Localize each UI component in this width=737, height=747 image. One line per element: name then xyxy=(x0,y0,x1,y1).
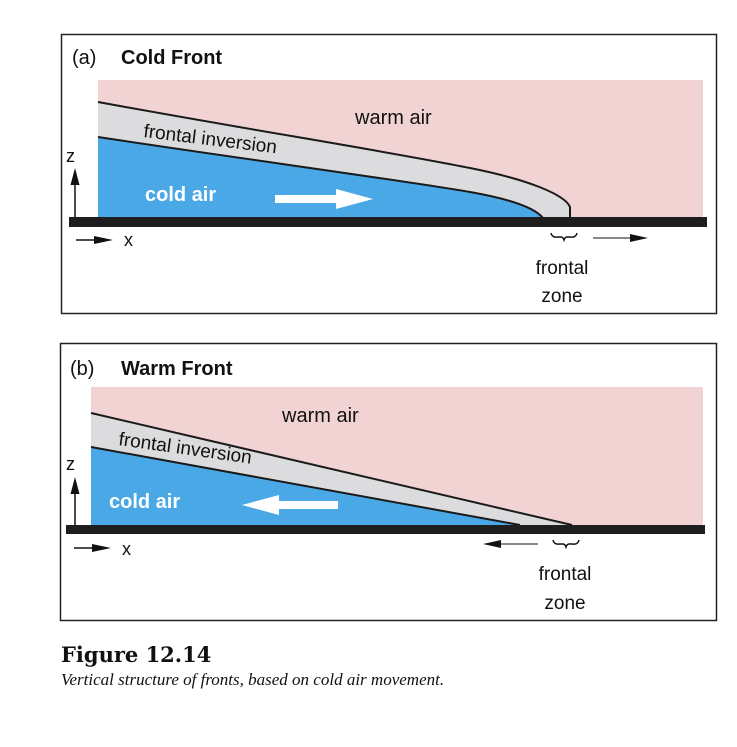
z-axis-arrow-icon xyxy=(70,477,80,525)
frontal-zone-brace-icon xyxy=(552,539,580,550)
x-axis-arrow-icon xyxy=(74,544,111,552)
warm-air-label: warm air xyxy=(354,107,432,129)
x-axis-label: x xyxy=(122,539,131,559)
cold-air-arrow-left-icon xyxy=(242,495,338,515)
frontal-zone-label-line1: frontal xyxy=(536,258,589,279)
x-axis-arrow-icon xyxy=(76,236,113,244)
cold-air-label: cold air xyxy=(145,184,216,206)
cold-air-label: cold air xyxy=(109,491,180,513)
lower-front-boundary xyxy=(90,446,521,526)
z-axis-label: z xyxy=(66,146,75,166)
upper-front-boundary xyxy=(90,412,573,526)
figure-caption: Vertical structure of fronts, based on c… xyxy=(61,670,445,689)
panel-cold-front: (a) Cold Front warm air frontal inversio… xyxy=(60,33,718,315)
warm-air-label: warm air xyxy=(281,405,359,427)
lower-front-boundary xyxy=(97,136,544,219)
front-motion-arrow-right-icon xyxy=(593,234,648,242)
x-axis-label: x xyxy=(124,230,133,250)
z-axis-arrow-icon xyxy=(70,168,80,217)
figure-title: Figure 12.14 xyxy=(61,642,212,667)
z-axis-label: z xyxy=(66,454,75,474)
frontal-zone-label-line1: frontal xyxy=(539,564,592,585)
panel-title: Cold Front xyxy=(121,47,222,69)
ground-bar xyxy=(66,525,705,534)
panel-letter: (a) xyxy=(72,47,96,69)
frontal-zone-label-line2: zone xyxy=(544,593,585,614)
frontal-zone-label-line2: zone xyxy=(541,286,582,307)
panel-letter: (b) xyxy=(70,358,94,380)
cold-air-region xyxy=(98,137,543,218)
frontal-zone-brace-icon xyxy=(550,232,578,243)
upper-front-boundary xyxy=(97,101,571,218)
front-motion-arrow-left-icon xyxy=(483,540,538,548)
ground-bar xyxy=(69,217,707,227)
panel-warm-front: (b) Warm Front warm air frontal inversio… xyxy=(59,342,718,622)
cold-air-arrow-right-icon xyxy=(275,189,373,209)
panel-title: Warm Front xyxy=(121,358,233,380)
